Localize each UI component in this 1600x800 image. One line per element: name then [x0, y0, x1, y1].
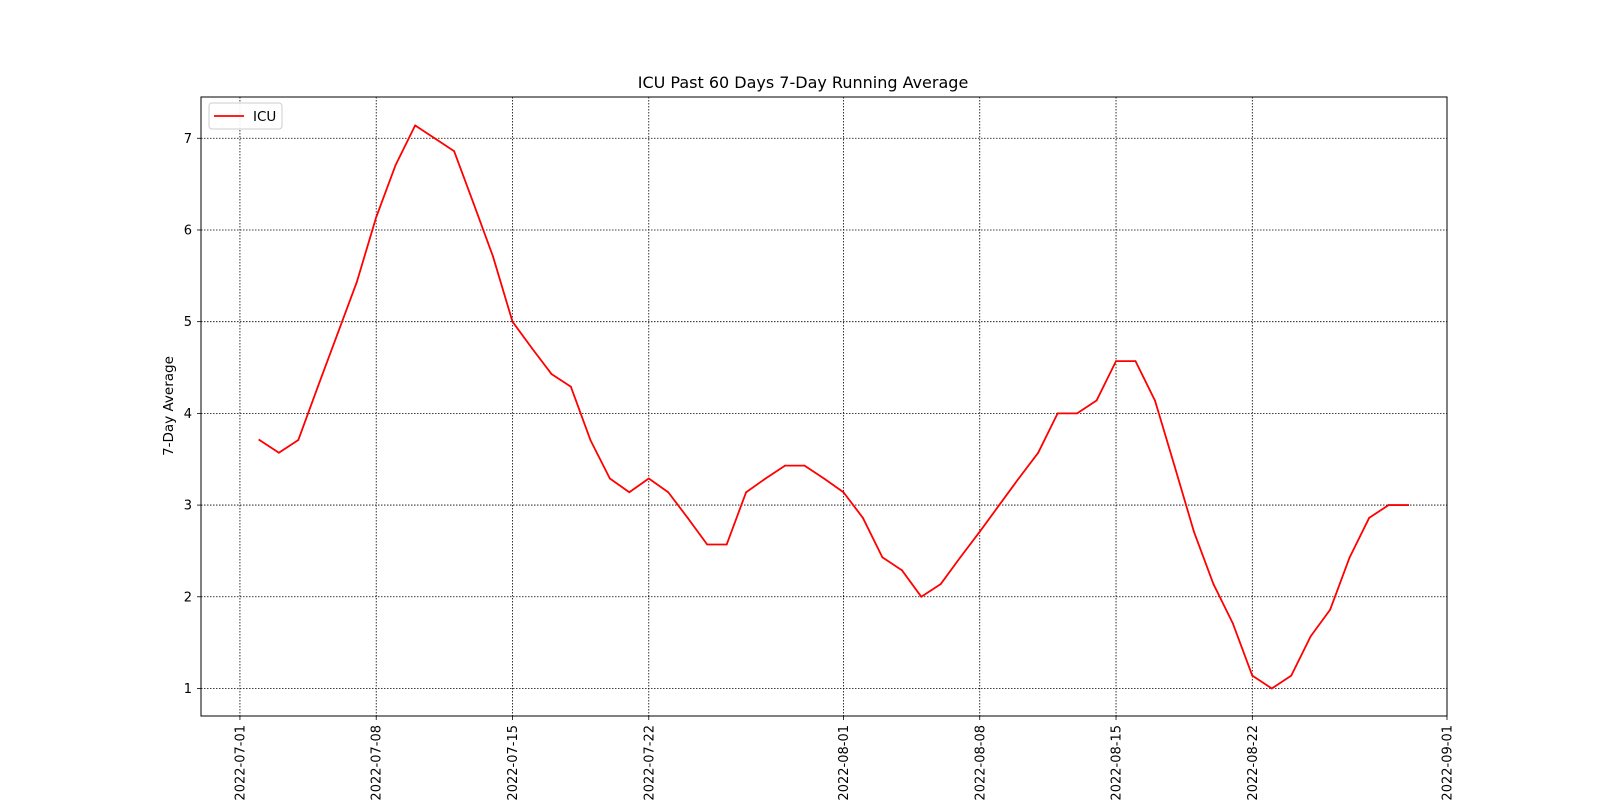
series-line-icu	[258, 124, 1409, 690]
data-point	[1017, 477, 1020, 480]
series-layer	[258, 124, 1409, 690]
x-tick-label: 2022-08-15	[1110, 725, 1125, 800]
legend: ICU	[208, 102, 283, 130]
x-tick-label: 2022-08-08	[973, 725, 988, 800]
data-point	[589, 439, 592, 441]
data-point	[920, 595, 923, 598]
data-point	[1231, 622, 1234, 625]
y-axis-label: 7-Day Average	[161, 356, 177, 456]
data-point	[570, 385, 572, 388]
plot-area-frame	[200, 96, 1448, 717]
data-point	[1270, 687, 1273, 690]
chart-title: ICU Past 60 Days 7-Day Running Average	[638, 73, 969, 92]
axis-ticks: 2022-07-01 2022-07-08 2022-07-15 2022-07-22…	[184, 132, 1456, 800]
data-point	[472, 202, 475, 205]
data-point	[1095, 399, 1098, 402]
data-point	[706, 543, 709, 546]
data-point	[667, 491, 670, 494]
y-tick-label: 5	[184, 315, 192, 330]
y-tick-label: 2	[184, 590, 192, 605]
data-point	[492, 255, 494, 258]
data-point	[647, 477, 650, 480]
data-point	[1037, 451, 1040, 454]
data-point	[316, 385, 319, 388]
data-point	[531, 347, 533, 350]
data-point	[628, 491, 631, 494]
data-point	[394, 163, 397, 166]
data-point	[336, 333, 339, 336]
data-point	[1407, 504, 1409, 506]
legend-box	[208, 102, 283, 130]
data-point	[1173, 464, 1176, 467]
data-point	[745, 491, 748, 494]
data-point	[1368, 517, 1371, 519]
y-tick-label: 3	[184, 499, 192, 514]
data-point	[1251, 674, 1254, 677]
data-point	[939, 583, 942, 585]
data-point	[686, 517, 689, 519]
x-tick-label: 2022-08-01	[837, 725, 852, 800]
y-tick-label: 7	[184, 132, 192, 147]
data-point	[784, 464, 786, 467]
y-tick-label: 6	[184, 223, 192, 238]
data-point	[998, 504, 1001, 506]
data-point	[277, 451, 280, 454]
data-point	[375, 216, 378, 219]
data-point	[803, 464, 806, 467]
data-point	[1387, 504, 1390, 506]
data-point	[414, 124, 417, 127]
data-point	[297, 439, 300, 441]
series-points-icu	[258, 124, 1409, 690]
data-point	[1212, 583, 1215, 585]
data-point	[1056, 412, 1059, 415]
data-point	[862, 517, 864, 519]
data-point	[842, 491, 845, 494]
data-point	[511, 320, 514, 323]
x-tick-label: 2022-08-22	[1246, 725, 1261, 800]
x-tick-label: 2022-07-08	[370, 725, 385, 800]
data-point	[881, 556, 884, 559]
legend-label-icu: ICU	[253, 109, 276, 125]
data-point	[1309, 635, 1312, 638]
data-point	[355, 281, 358, 284]
x-tick-label: 2022-07-01	[233, 725, 248, 800]
data-point	[1115, 360, 1117, 363]
data-point	[433, 137, 436, 140]
data-point	[978, 530, 981, 533]
data-point	[725, 543, 728, 546]
data-point	[1329, 608, 1332, 611]
x-tick-label: 2022-07-15	[506, 725, 521, 800]
data-point	[453, 150, 455, 153]
data-point	[1193, 530, 1195, 533]
data-point	[1290, 674, 1293, 677]
y-tick-label: 4	[184, 407, 192, 422]
data-point	[1348, 556, 1351, 559]
data-point	[764, 477, 767, 480]
data-point	[550, 373, 553, 375]
data-point	[1076, 412, 1078, 415]
y-tick-label: 1	[184, 682, 192, 697]
x-tick-label: 2022-09-01	[1441, 725, 1456, 800]
data-point	[1134, 360, 1137, 363]
data-point	[1154, 399, 1156, 402]
data-point	[258, 439, 261, 441]
data-point	[608, 477, 611, 480]
data-point	[823, 477, 825, 480]
x-tick-label: 2022-07-22	[642, 725, 657, 800]
data-point	[900, 569, 903, 572]
data-point	[959, 556, 962, 559]
